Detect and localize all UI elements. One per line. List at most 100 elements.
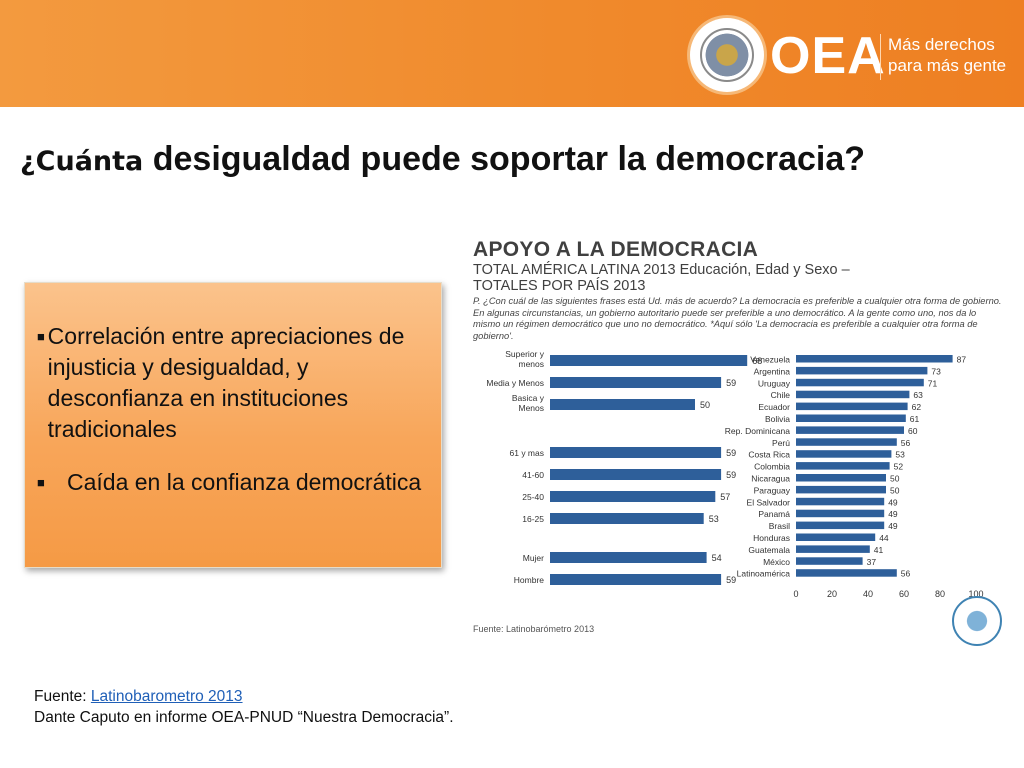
- bar: [796, 414, 906, 422]
- bar: [796, 474, 886, 482]
- data-label: 61: [910, 414, 920, 424]
- category-label: Costa Rica: [748, 450, 790, 460]
- bar: [796, 378, 924, 387]
- bar: [796, 497, 885, 506]
- category-label: 61 y mas: [510, 448, 545, 458]
- category-label: menos: [518, 359, 544, 369]
- square-bullet-icon: ■: [37, 329, 45, 344]
- data-label: 49: [888, 521, 898, 531]
- chart-title: APOYO A LA DEMOCRACIA: [473, 238, 759, 261]
- brand-divider: [880, 34, 881, 80]
- bar: [550, 469, 722, 480]
- category-label: Argentina: [754, 366, 791, 376]
- bar: [550, 513, 704, 524]
- bar: [796, 355, 953, 363]
- category-label: Basica y: [512, 393, 545, 403]
- data-label: 50: [700, 400, 710, 410]
- data-label: 59: [726, 378, 736, 388]
- data-label: 63: [913, 390, 923, 400]
- source-link[interactable]: Latinobarometro 2013: [90, 688, 243, 705]
- footer-credit: Dante Caputo en informe OEA-PNUD “Nuestr…: [34, 709, 454, 726]
- data-label: 56: [901, 569, 911, 579]
- slide-title: ¿Cuánta desigualdad puede soportar la de…: [20, 140, 865, 179]
- category-label: Honduras: [753, 533, 790, 543]
- category-label: Latinoamérica: [737, 569, 791, 579]
- data-label: 37: [867, 557, 877, 567]
- category-label: 16-25: [522, 514, 544, 524]
- bar: [550, 377, 722, 388]
- category-label: 25-40: [522, 492, 544, 502]
- footer: Fuente: Latinobarometro 2013 Dante Caput…: [34, 686, 454, 728]
- bar: [796, 557, 863, 565]
- bullet-text: Correlación entre apreciaciones de injus…: [47, 323, 405, 442]
- slide-title-rest: desigualdad puede soportar la democracia…: [143, 140, 866, 178]
- x-tick-label: 60: [899, 589, 909, 599]
- category-label: Media y Menos: [486, 378, 544, 388]
- bar: [796, 485, 886, 494]
- bar: [796, 569, 897, 577]
- bar: [796, 545, 870, 553]
- data-label: 49: [888, 497, 898, 507]
- data-label: 50: [890, 474, 900, 484]
- category-label: Panamá: [758, 509, 790, 519]
- category-label: Perú: [772, 438, 790, 448]
- bar: [550, 399, 695, 410]
- bar: [796, 521, 885, 530]
- category-label: Bolivia: [765, 414, 790, 424]
- category-label: Colombia: [754, 462, 790, 472]
- x-tick-label: 40: [863, 589, 873, 599]
- data-label: 50: [890, 485, 900, 495]
- x-tick-label: 20: [827, 589, 837, 599]
- x-tick-label: 0: [793, 589, 798, 599]
- category-label: Chile: [771, 390, 791, 400]
- category-label: Venezuela: [750, 355, 790, 365]
- data-label: 57: [720, 492, 730, 502]
- bar: [796, 438, 897, 446]
- data-label: 41: [874, 545, 884, 555]
- data-label: 73: [931, 366, 941, 376]
- data-label: 53: [895, 450, 905, 460]
- bar: [550, 574, 722, 585]
- oas-seal-logo: [690, 18, 764, 92]
- header-banner: OEA Más derechos para más gente: [0, 0, 1024, 107]
- category-label: Uruguay: [758, 378, 791, 388]
- bar: [796, 533, 876, 541]
- brand-tagline: Más derechos para más gente: [888, 34, 1006, 76]
- category-label: Mujer: [523, 553, 544, 563]
- x-tick-label: 100: [968, 589, 983, 599]
- bar: [796, 366, 928, 375]
- category-label: 41-60: [522, 470, 544, 480]
- data-label: 54: [712, 553, 722, 563]
- bar: [796, 402, 908, 411]
- bullet-item: ■ Caída en la confianza democrática: [37, 467, 427, 498]
- category-label: Guatemala: [748, 545, 790, 555]
- data-label: 60: [908, 426, 918, 436]
- data-label: 49: [888, 509, 898, 519]
- data-label: 62: [912, 402, 922, 412]
- bar: [796, 450, 892, 458]
- brand-name: OEA: [770, 27, 886, 85]
- tagline-line-1: Más derechos: [888, 35, 995, 54]
- footer-source-line: Fuente: Latinobarometro 2013: [34, 686, 454, 707]
- chart-subtitle: TOTAL AMÉRICA LATINA 2013 Educación, Eda…: [473, 262, 850, 294]
- chart-question-note: P. ¿Con cuál de las siguientes frases es…: [473, 296, 1002, 341]
- bar: [796, 509, 885, 518]
- bar: [550, 447, 722, 458]
- latinobarometro-logo: [952, 596, 1002, 646]
- data-label: 59: [726, 575, 736, 585]
- chart-source: Fuente: Latinobarómetro 2013: [473, 624, 595, 634]
- data-label: 71: [928, 378, 938, 388]
- data-label: 56: [901, 438, 911, 448]
- bullet-text: Caída en la confianza democrática: [67, 469, 422, 495]
- category-label: Ecuador: [758, 402, 790, 412]
- data-label: 44: [879, 533, 889, 543]
- data-label: 59: [726, 448, 736, 458]
- bar: [550, 491, 716, 502]
- category-label: Rep. Dominicana: [725, 426, 790, 436]
- data-label: 52: [894, 462, 904, 472]
- category-label: El Salvador: [747, 497, 791, 507]
- x-tick-label: 80: [935, 589, 945, 599]
- category-label: Superior y: [505, 349, 544, 359]
- category-label: Brasil: [769, 521, 790, 531]
